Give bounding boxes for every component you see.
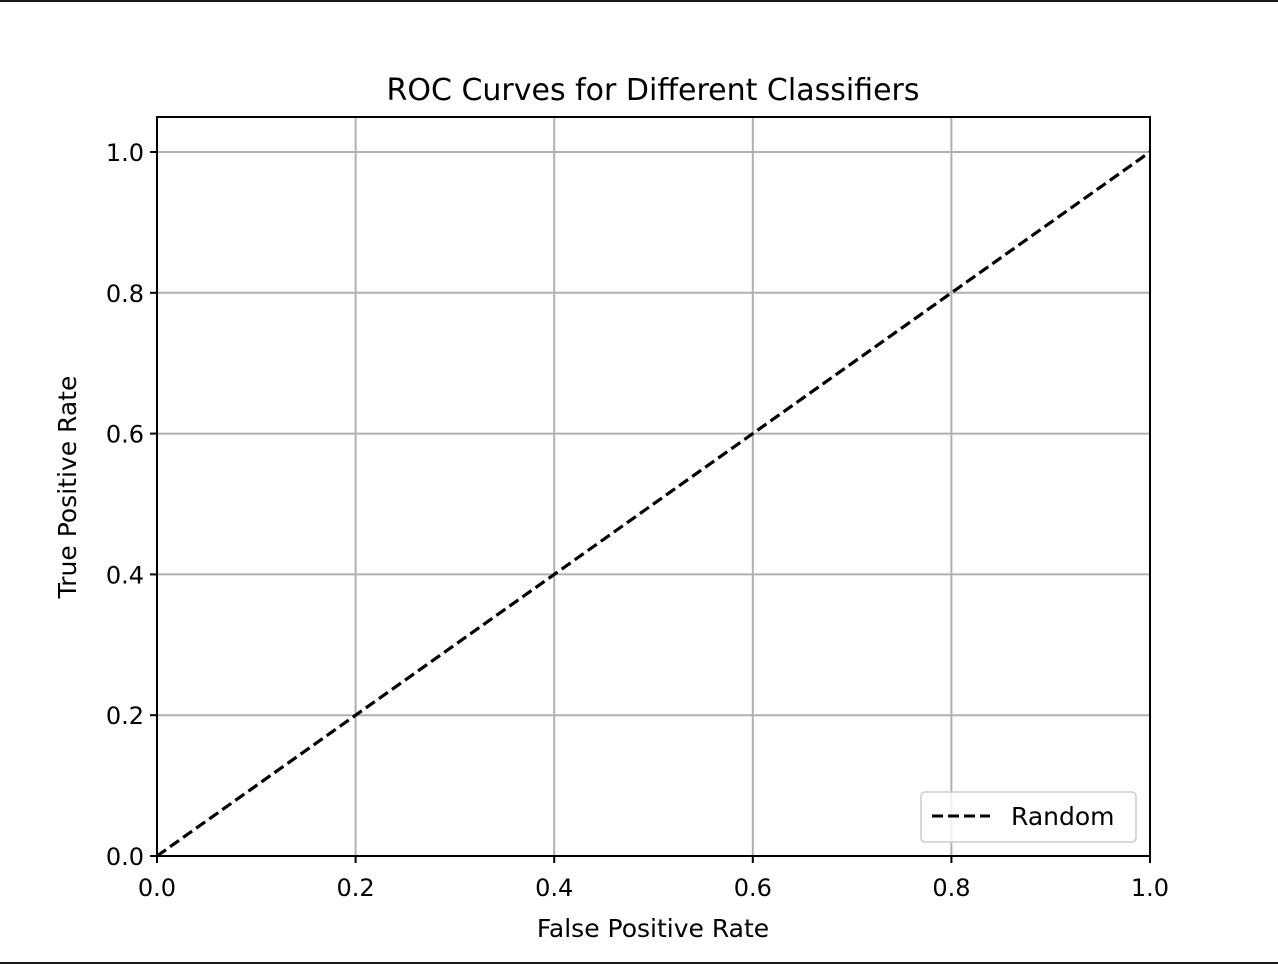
chart-title: ROC Curves for Different Classifiers	[387, 73, 920, 108]
x-tick-label: 0.0	[138, 874, 176, 902]
x-axis-label: False Positive Rate	[537, 914, 769, 943]
legend: Random	[920, 791, 1137, 843]
grid-lines	[156, 117, 1151, 857]
y-tick-label: 0.8	[106, 280, 144, 308]
series-line-random	[156, 150, 1151, 858]
top-border-line	[0, 0, 1278, 2]
series-lines	[156, 150, 1151, 858]
x-tick-label: 0.2	[337, 874, 375, 902]
x-tick-label: 1.0	[1131, 874, 1169, 902]
y-tick-label: 1.0	[106, 139, 144, 167]
legend-box	[920, 791, 1137, 843]
y-tick-label: 0.0	[106, 843, 144, 871]
y-axis-label: True Positive Rate	[53, 376, 82, 600]
y-tick-label: 0.2	[106, 702, 144, 730]
x-tick-label: 0.6	[734, 874, 772, 902]
bottom-border-line	[0, 962, 1278, 964]
plot-area-frame	[156, 116, 1151, 857]
y-tick-label: 0.4	[106, 561, 144, 589]
x-tick-label: 0.8	[932, 874, 970, 902]
axis-ticks: 0.0 0.2 0.4 0.6 0.8 1.0 0.0 0.2 0.4 0.6 0.8 1.0	[106, 139, 1169, 902]
y-tick-label: 0.6	[106, 421, 144, 449]
legend-label-random: Random	[1011, 802, 1115, 831]
x-tick-label: 0.4	[535, 874, 573, 902]
